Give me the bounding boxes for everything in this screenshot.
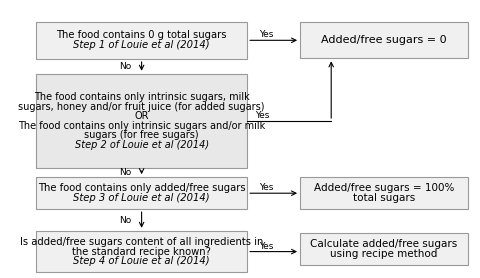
- Text: The food contains 0 g total sugars: The food contains 0 g total sugars: [56, 31, 227, 41]
- Text: No: No: [119, 168, 131, 177]
- Text: using recipe method: using recipe method: [330, 249, 438, 259]
- Text: Added/free sugars = 100%: Added/free sugars = 100%: [314, 183, 454, 193]
- Text: No: No: [119, 62, 131, 71]
- FancyBboxPatch shape: [300, 177, 468, 209]
- FancyBboxPatch shape: [36, 22, 247, 59]
- Text: the standard recipe known?: the standard recipe known?: [72, 247, 211, 257]
- Text: Step 1 of Louie et al (2014): Step 1 of Louie et al (2014): [73, 40, 210, 50]
- Text: OR: OR: [134, 111, 149, 121]
- Text: Yes: Yes: [259, 242, 274, 250]
- Text: The food contains only intrinsic sugars and/or milk: The food contains only intrinsic sugars …: [18, 121, 265, 131]
- FancyBboxPatch shape: [36, 177, 247, 209]
- Text: Yes: Yes: [259, 30, 274, 39]
- Text: Yes: Yes: [259, 183, 274, 192]
- FancyBboxPatch shape: [36, 74, 247, 168]
- Text: Step 2 of Louie et al (2014): Step 2 of Louie et al (2014): [74, 140, 209, 150]
- Text: Step 4 of Louie et al (2014): Step 4 of Louie et al (2014): [73, 256, 210, 266]
- Text: Yes: Yes: [255, 111, 270, 120]
- FancyBboxPatch shape: [36, 231, 247, 272]
- Text: No: No: [119, 216, 131, 225]
- Text: sugars (for free sugars): sugars (for free sugars): [84, 130, 199, 140]
- Text: The food contains only added/free sugars: The food contains only added/free sugars: [38, 183, 245, 193]
- Text: sugars, honey and/or fruit juice (for added sugars): sugars, honey and/or fruit juice (for ad…: [18, 102, 265, 112]
- Text: The food contains only intrinsic sugars, milk: The food contains only intrinsic sugars,…: [34, 92, 250, 102]
- Text: Is added/free sugars content of all ingredients in: Is added/free sugars content of all ingr…: [20, 237, 264, 247]
- Text: total sugars: total sugars: [353, 193, 415, 203]
- Text: Added/free sugars = 0: Added/free sugars = 0: [321, 35, 447, 45]
- Text: Step 3 of Louie et al (2014): Step 3 of Louie et al (2014): [73, 193, 210, 203]
- FancyBboxPatch shape: [300, 22, 468, 58]
- FancyBboxPatch shape: [300, 233, 468, 265]
- Text: Calculate added/free sugars: Calculate added/free sugars: [311, 239, 457, 249]
